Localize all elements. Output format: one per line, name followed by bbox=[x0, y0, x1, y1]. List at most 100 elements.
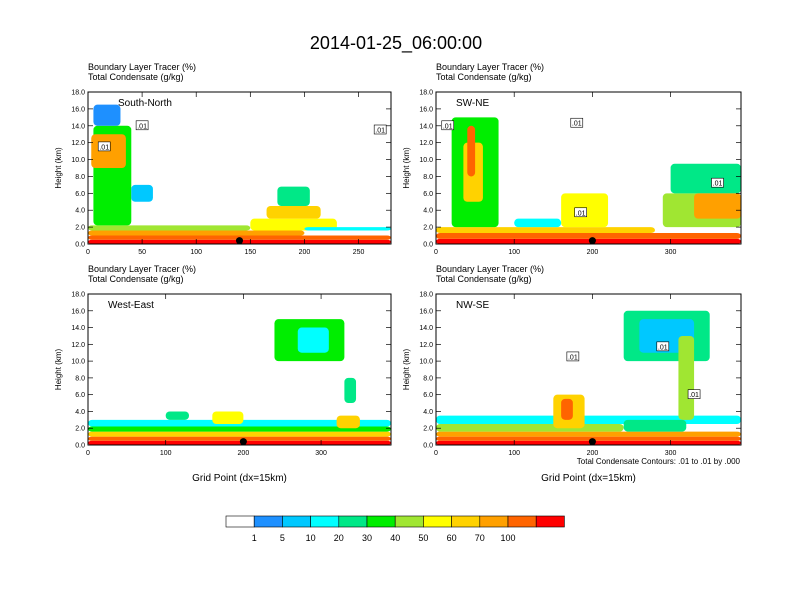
plot-area: .01 .01 .01 bbox=[436, 294, 741, 445]
y-tick-label: 6.0 bbox=[75, 191, 85, 198]
plot-frame bbox=[435, 91, 742, 245]
y-tick-label: 0.0 bbox=[423, 443, 433, 450]
tracer-cell bbox=[678, 335, 695, 420]
panel-nw-se: Boundary Layer Tracer (%)Total Condensat… bbox=[402, 264, 742, 484]
tracer-cell bbox=[88, 225, 251, 231]
plot-frame bbox=[435, 293, 742, 446]
tracer-cell bbox=[336, 415, 360, 429]
plot-background bbox=[88, 92, 391, 244]
x-tick-label: 100 bbox=[508, 249, 520, 256]
tracer-cell bbox=[266, 206, 321, 219]
colorbar-label: 100 bbox=[500, 533, 515, 543]
panel-name: NW-SE bbox=[456, 300, 489, 311]
panel-label-tracer: Boundary Layer Tracer (%) bbox=[88, 264, 196, 274]
panel-label-condensate: Total Condensate (g/kg) bbox=[436, 72, 532, 82]
y-axis-label: Height (km) bbox=[402, 348, 411, 390]
colorbar-swatch bbox=[423, 515, 452, 528]
colorbar-swatch bbox=[451, 515, 481, 528]
y-tick-label: 8.0 bbox=[423, 174, 433, 181]
contour-label-box bbox=[656, 341, 670, 352]
y-tick-label: 4.0 bbox=[75, 409, 85, 416]
y-axis-label: Height (km) bbox=[54, 348, 63, 390]
y-tick-label: 16.0 bbox=[71, 308, 85, 315]
x-axis-label: Grid Point (dx=15km) bbox=[192, 473, 287, 484]
colorbar-label: 20 bbox=[334, 533, 344, 543]
x-tick-label: 200 bbox=[587, 450, 599, 457]
y-tick-label: 6.0 bbox=[423, 191, 433, 198]
y-tick-label: 18.0 bbox=[419, 292, 433, 299]
tracer-cell bbox=[561, 398, 573, 420]
colorbar-label: 30 bbox=[362, 533, 372, 543]
y-tick-label: 12.0 bbox=[71, 140, 85, 147]
tracer-cell bbox=[436, 436, 741, 441]
x-tick-label: 300 bbox=[665, 249, 677, 256]
y-tick-label: 10.0 bbox=[71, 157, 85, 164]
x-tick-label: 300 bbox=[665, 450, 677, 457]
colorbar-label: 70 bbox=[475, 533, 485, 543]
x-tick-label: 200 bbox=[299, 249, 311, 256]
contour-label-box bbox=[711, 177, 724, 188]
y-tick-label: 14.0 bbox=[419, 325, 433, 332]
x-tick-label: 100 bbox=[190, 249, 202, 256]
tracer-cell bbox=[93, 104, 121, 126]
y-tick-label: 10.0 bbox=[71, 359, 85, 366]
y-tick-label: 2.0 bbox=[75, 426, 85, 433]
colorbar-label: 1 bbox=[252, 533, 257, 543]
panel-sw-ne: Boundary Layer Tracer (%)Total Condensat… bbox=[402, 62, 742, 256]
panel-label-tracer: Boundary Layer Tracer (%) bbox=[436, 62, 544, 72]
location-marker bbox=[236, 237, 243, 244]
y-tick-label: 0.0 bbox=[75, 443, 85, 450]
colorbar-swatch bbox=[507, 515, 537, 528]
colorbar-swatch bbox=[282, 515, 311, 528]
colorbar-swatch bbox=[338, 515, 368, 528]
colorbar-label: 60 bbox=[447, 533, 457, 543]
contour-label: .01 bbox=[99, 144, 109, 151]
tracer-cell bbox=[436, 424, 624, 432]
tracer-cell bbox=[88, 426, 391, 432]
tracer-cell bbox=[623, 419, 687, 432]
colorbar-swatch bbox=[394, 515, 424, 528]
y-tick-label: 4.0 bbox=[75, 208, 85, 215]
y-tick-label: 8.0 bbox=[423, 375, 433, 382]
y-tick-label: 16.0 bbox=[419, 308, 433, 315]
y-tick-label: 10.0 bbox=[419, 359, 433, 366]
y-tick-label: 6.0 bbox=[75, 392, 85, 399]
y-tick-label: 0.0 bbox=[75, 242, 85, 249]
x-tick-label: 300 bbox=[315, 450, 327, 457]
x-tick-label: 250 bbox=[353, 249, 365, 256]
y-tick-label: 2.0 bbox=[75, 225, 85, 232]
tracer-cell bbox=[436, 415, 741, 425]
y-tick-label: 16.0 bbox=[71, 106, 85, 113]
contour-label: .01 bbox=[572, 121, 582, 128]
contour-note: Total Condensate Contours: .01 to .01 by… bbox=[577, 457, 741, 466]
contour-label: .01 bbox=[443, 123, 453, 130]
tracer-cell bbox=[88, 431, 391, 437]
tracer-cell bbox=[212, 411, 244, 425]
plot-frame bbox=[87, 91, 392, 245]
y-tick-label: 18.0 bbox=[71, 90, 85, 97]
x-tick-label: 100 bbox=[508, 450, 520, 457]
y-tick-label: 12.0 bbox=[419, 140, 433, 147]
contour-label-box bbox=[574, 207, 587, 218]
y-tick-label: 4.0 bbox=[423, 208, 433, 215]
y-tick-label: 8.0 bbox=[75, 174, 85, 181]
figure-title: 2014-01-25_06:00:00 bbox=[310, 33, 482, 54]
panel-south-north: Boundary Layer Tracer (%)Total Condensat… bbox=[54, 62, 392, 256]
panel-label-tracer: Boundary Layer Tracer (%) bbox=[436, 264, 544, 274]
x-tick-label: 200 bbox=[238, 450, 250, 457]
contour-label: .01 bbox=[713, 181, 723, 188]
panel-label-condensate: Total Condensate (g/kg) bbox=[88, 274, 184, 284]
tracer-cell bbox=[88, 440, 391, 445]
tracer-cell bbox=[670, 163, 741, 194]
y-tick-label: 0.0 bbox=[423, 242, 433, 249]
y-tick-label: 12.0 bbox=[419, 342, 433, 349]
panel-name: West-East bbox=[108, 300, 154, 311]
plot-frame bbox=[87, 293, 392, 446]
panel-label-condensate: Total Condensate (g/kg) bbox=[436, 274, 532, 284]
y-axis-label: Height (km) bbox=[54, 147, 63, 189]
y-tick-label: 18.0 bbox=[419, 90, 433, 97]
panel-name: SW-NE bbox=[456, 98, 489, 109]
colorbar-swatch bbox=[225, 515, 255, 528]
y-tick-label: 12.0 bbox=[71, 342, 85, 349]
